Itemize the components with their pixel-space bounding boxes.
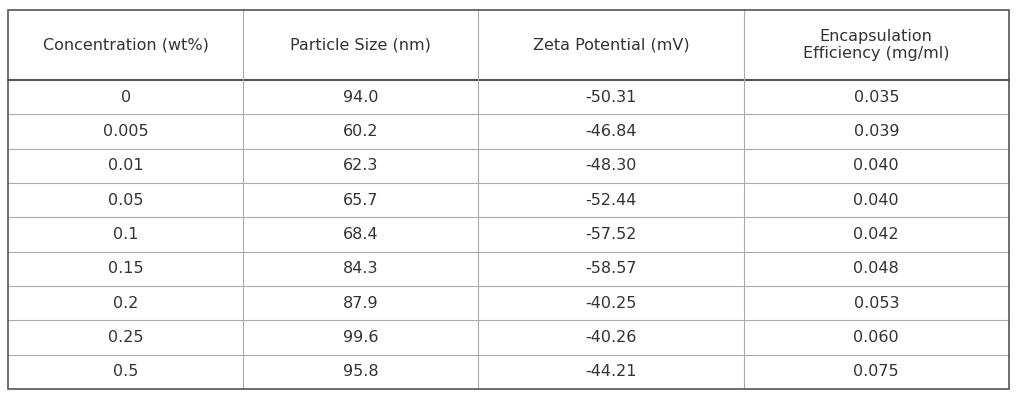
Text: 0.042: 0.042 xyxy=(853,227,899,242)
Text: 0.048: 0.048 xyxy=(853,261,899,277)
Text: -52.44: -52.44 xyxy=(586,193,637,208)
Text: 0.053: 0.053 xyxy=(853,296,899,311)
Text: 65.7: 65.7 xyxy=(343,193,378,208)
Text: 68.4: 68.4 xyxy=(343,227,378,242)
Text: Concentration (wt%): Concentration (wt%) xyxy=(43,38,208,53)
Text: -58.57: -58.57 xyxy=(586,261,637,277)
Text: 0.1: 0.1 xyxy=(113,227,138,242)
Text: 87.9: 87.9 xyxy=(343,296,378,311)
Text: -57.52: -57.52 xyxy=(586,227,637,242)
Text: 0.039: 0.039 xyxy=(853,124,899,139)
Text: 0: 0 xyxy=(121,90,131,105)
Text: 60.2: 60.2 xyxy=(343,124,378,139)
Text: 94.0: 94.0 xyxy=(343,90,378,105)
Text: 0.075: 0.075 xyxy=(853,364,899,379)
Text: 0.040: 0.040 xyxy=(853,193,899,208)
Text: 0.15: 0.15 xyxy=(108,261,143,277)
Text: 84.3: 84.3 xyxy=(343,261,378,277)
Text: 0.005: 0.005 xyxy=(103,124,148,139)
Text: -40.25: -40.25 xyxy=(586,296,637,311)
Text: -44.21: -44.21 xyxy=(586,364,637,379)
Text: 0.25: 0.25 xyxy=(108,330,143,345)
Text: 0.035: 0.035 xyxy=(853,90,899,105)
Text: 0.05: 0.05 xyxy=(108,193,143,208)
Text: -48.30: -48.30 xyxy=(586,158,637,174)
Text: Particle Size (nm): Particle Size (nm) xyxy=(291,38,431,53)
Text: 99.6: 99.6 xyxy=(343,330,378,345)
Text: -46.84: -46.84 xyxy=(586,124,637,139)
Text: 0.5: 0.5 xyxy=(113,364,138,379)
Text: -40.26: -40.26 xyxy=(586,330,637,345)
Text: Zeta Potential (mV): Zeta Potential (mV) xyxy=(533,38,690,53)
Text: 62.3: 62.3 xyxy=(343,158,378,174)
Text: 0.01: 0.01 xyxy=(108,158,143,174)
Text: -50.31: -50.31 xyxy=(586,90,637,105)
Text: 0.2: 0.2 xyxy=(113,296,138,311)
Text: Encapsulation
Efficiency (mg/ml): Encapsulation Efficiency (mg/ml) xyxy=(803,29,950,61)
Text: 95.8: 95.8 xyxy=(343,364,378,379)
Text: 0.040: 0.040 xyxy=(853,158,899,174)
Text: 0.060: 0.060 xyxy=(853,330,899,345)
